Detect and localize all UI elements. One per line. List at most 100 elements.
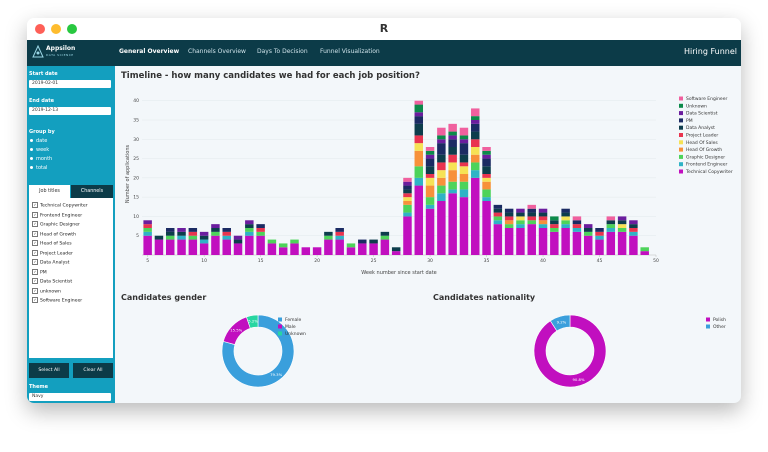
legend-swatch [278,324,282,329]
field-label: Start date [29,71,58,77]
select-all-button[interactable]: Select All [29,363,69,378]
radio-option[interactable]: date [30,138,47,144]
radio-option[interactable]: month [30,156,52,162]
bar-segment [425,197,435,205]
bar-segment [166,239,175,255]
sidebar: Start date 2019-02-01 End date 2019-12-1… [27,66,115,403]
tab[interactable]: Channels [71,185,113,198]
bar-segment [527,212,536,217]
legend-label: Head Of Sales [686,140,718,146]
close-button[interactable] [35,24,45,34]
bar-segment [414,177,424,186]
bar-segment [471,147,480,155]
bar-segment [290,243,299,255]
bar-segment [425,174,435,178]
legend-label: Graphic Designer [686,154,725,160]
bar-segment [493,216,503,221]
checkbox-item[interactable]: Frontend Engineer [32,212,82,218]
bar-segment [448,131,457,136]
checkbox-item[interactable]: Head of Sales [32,240,72,247]
bar-segment [550,231,559,255]
bar-segment [222,239,231,255]
bar-segment [448,170,457,182]
bar-segment [459,166,469,174]
bar-segment [324,239,333,255]
bar-segment [482,147,491,151]
bar-segment [550,220,559,225]
radio-option[interactable]: week [30,147,49,153]
checkbox-item[interactable]: Technical Copywriter [32,202,88,209]
legend-label: Other [713,324,726,330]
x-tick-label: 25 [371,258,377,264]
checkbox-item[interactable]: Head of Growth [32,231,76,237]
bar-segment [437,143,446,155]
bar-segment [629,235,638,255]
nav-tab[interactable]: Channels Overview [188,48,246,55]
bar-segment [471,123,480,132]
bar-segment [425,154,435,159]
bar-segment [391,251,401,255]
bar-segment [527,216,536,221]
bar-segment [278,243,288,248]
x-tick-label: 35 [484,258,490,264]
tab-active[interactable]: Job titles [29,185,70,198]
checkbox-item[interactable]: Data Scientist [32,278,72,285]
bar-segment [504,212,514,217]
bar-segment [493,220,503,225]
bar-segment [459,135,469,140]
bar-segment [516,216,525,221]
segment-label: 15.5% [230,328,242,333]
x-tick-label: 15 [258,258,264,264]
legend-label: PM [686,118,693,124]
bar-segment [380,239,390,255]
bar-segment [154,235,164,240]
minimize-button[interactable] [51,24,61,34]
bar-segment [493,212,503,217]
checkbox-item[interactable]: Graphic Designer [32,221,80,228]
bar-segment [482,166,491,174]
clear-all-button[interactable]: Clear All [73,363,113,378]
checkbox-item[interactable]: Project Leader [32,250,73,256]
nav-tab[interactable]: General Overview [119,48,180,55]
bar-segment [403,185,412,190]
bar-segment [403,189,412,194]
date-input[interactable]: 2019-12-13 [29,107,111,115]
bar-segment [448,147,457,155]
bar-segment [448,181,457,190]
charts: Timeline - how many candidates we had fo… [121,71,733,388]
bar-segment [538,224,548,228]
bar-segment [504,208,514,213]
bar-segment [561,224,570,228]
bar-segment [335,235,344,240]
nav-tab[interactable]: Funnel Visualization [320,48,380,55]
bar-segment [324,235,333,240]
radio-option[interactable]: total [30,165,47,171]
bar-segment [606,216,616,221]
bar-segment [459,143,469,155]
checkbox-item[interactable]: Data Analyst [32,259,70,266]
bar-segment [143,231,152,236]
bar-segment [482,189,491,198]
legend-swatch [679,162,683,167]
theme-select[interactable]: Navy [29,393,111,401]
date-input[interactable]: 2019-02-01 [29,80,111,88]
checkbox-item[interactable]: unknown [32,288,61,294]
x-tick-label: 45 [597,258,603,264]
checkbox-item[interactable]: Software Engineer [32,297,82,304]
bar-segment [391,247,401,252]
field-label: End date [29,98,55,104]
legend-label: Software Engineer [686,96,727,102]
bar-segment [482,158,491,167]
zoom-button[interactable] [67,24,77,34]
bar-segment [629,220,638,225]
segment-label: 79.3% [270,372,282,377]
bar-segment [504,220,514,225]
bar-segment [471,177,480,255]
bar-segment [482,197,491,201]
nav-tab[interactable]: Days To Decision [257,48,308,55]
y-tick-label: 40 [133,98,139,104]
bar-segment [448,193,457,255]
checkbox-item[interactable]: PM [32,269,47,275]
bar-segment [177,228,186,232]
